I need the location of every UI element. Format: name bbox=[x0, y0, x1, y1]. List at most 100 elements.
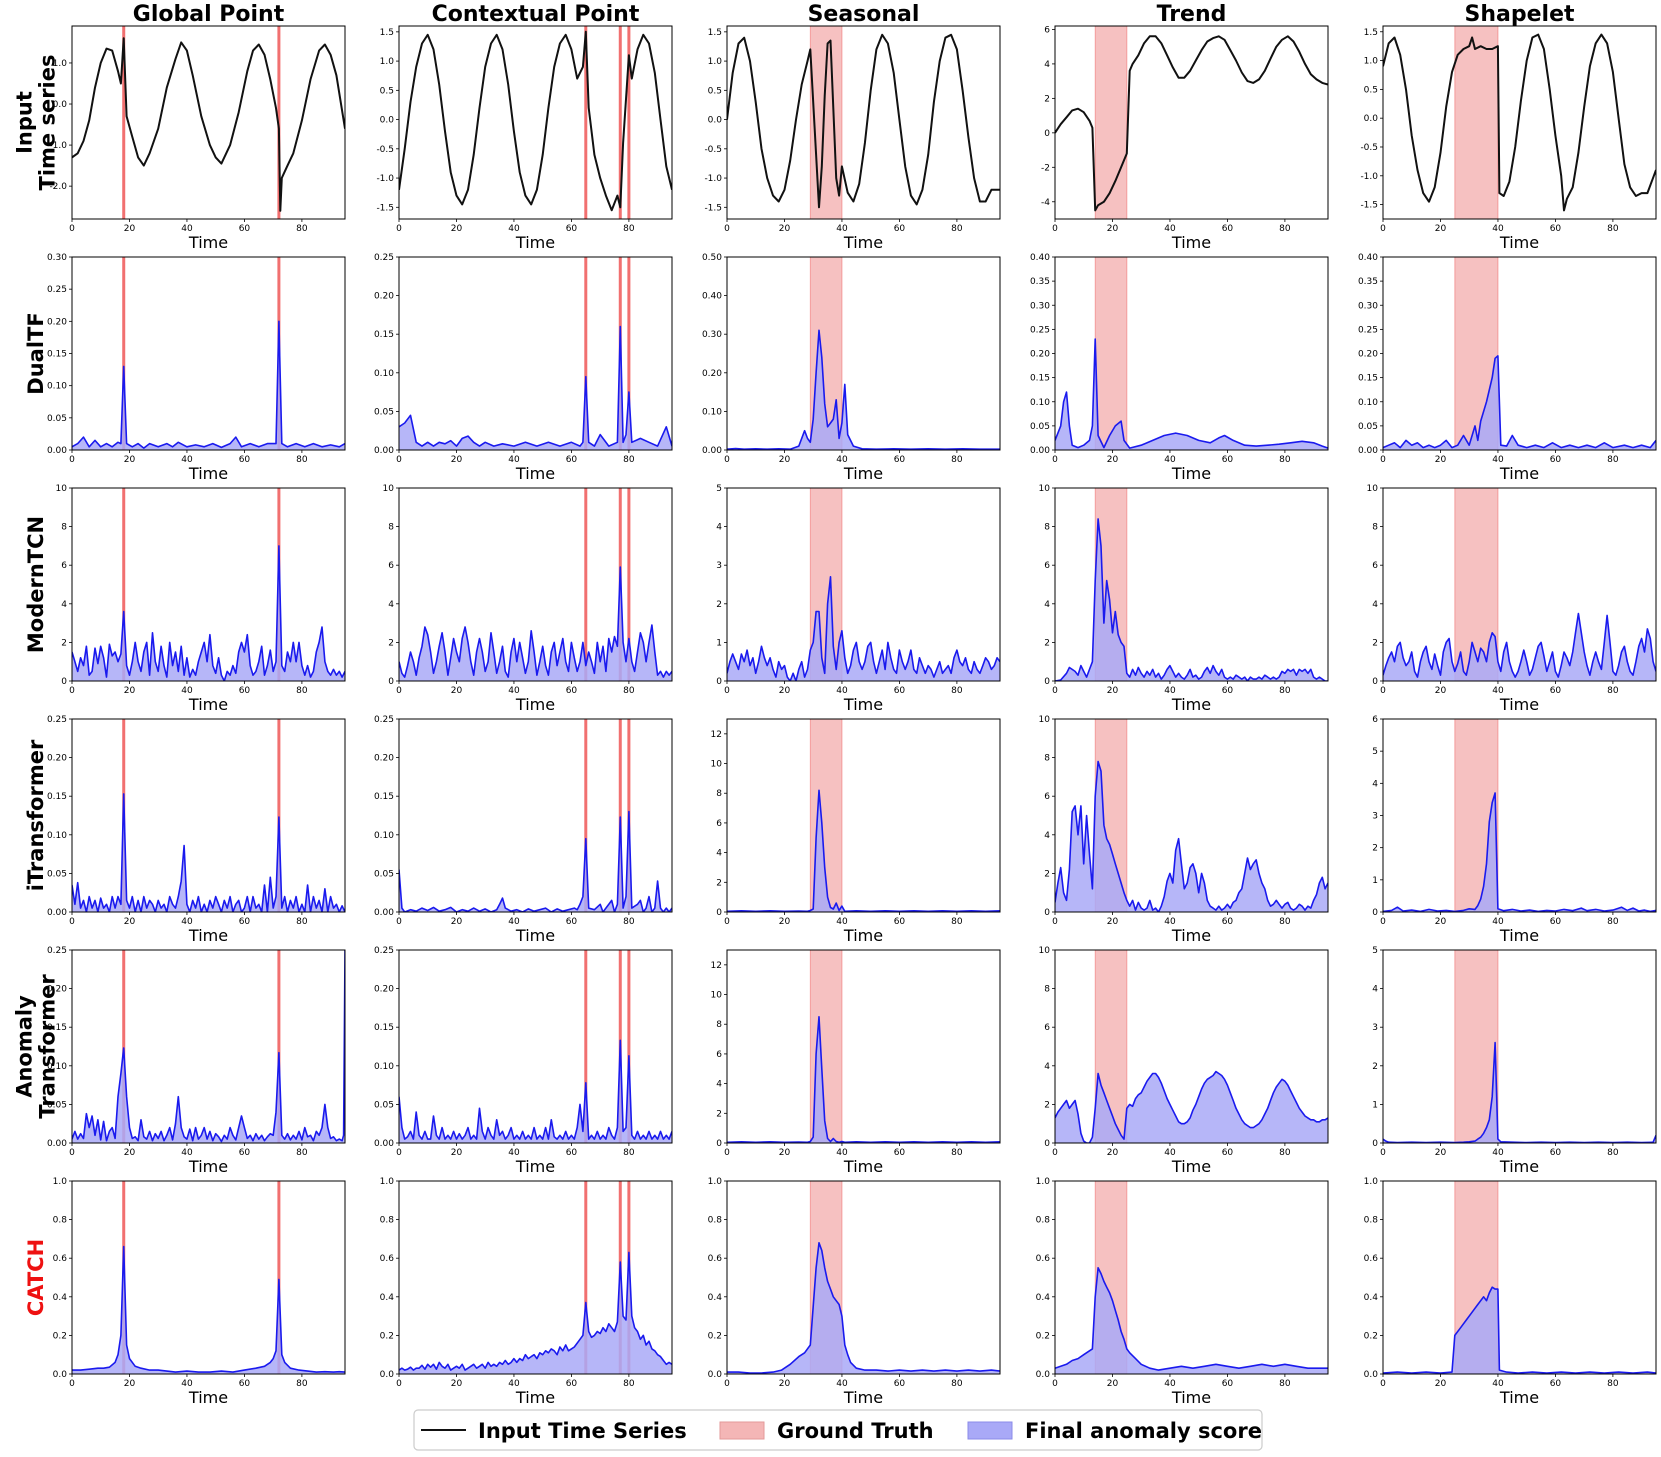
x-tick-label: 80 bbox=[1607, 224, 1619, 234]
score-area bbox=[1055, 1071, 1328, 1143]
x-tick-label: 20 bbox=[451, 455, 463, 465]
x-tick-label: 40 bbox=[1492, 686, 1504, 696]
axes-frame bbox=[1054, 949, 1329, 1144]
y-tick-label: 0.10 bbox=[702, 407, 722, 417]
row-label: iTransformer bbox=[24, 739, 48, 891]
plot-area bbox=[399, 950, 672, 1143]
row-label: Anomaly bbox=[13, 995, 37, 1098]
panel-5-1: 0.0 0.2 0.4 0.6 0.8 1.0 0 20 40 60 80 Time bbox=[380, 1177, 673, 1407]
x-tick-label: 0 bbox=[396, 1379, 402, 1389]
x-tick-label: 60 bbox=[894, 455, 906, 465]
y-tick-label: -1.0 bbox=[704, 174, 722, 184]
legend-truth-label: Ground Truth bbox=[777, 1419, 934, 1443]
y-tick-label: 4 bbox=[388, 600, 394, 610]
y-tick-label: 0.00 bbox=[374, 1139, 394, 1149]
axes-frame bbox=[71, 1180, 346, 1375]
panel-2-3: 0 2 4 6 8 10 0 20 40 60 80 Time bbox=[1039, 484, 1329, 714]
y-tick-label: 0.15 bbox=[47, 350, 67, 360]
row-label: CATCH bbox=[24, 1239, 48, 1316]
y-tick-label: 0.50 bbox=[702, 253, 722, 263]
x-tick-label: 40 bbox=[181, 1148, 193, 1158]
x-axis-label: Time bbox=[1171, 1388, 1211, 1407]
y-tick-label: 10 bbox=[383, 484, 395, 494]
y-tick-label: 0.0 bbox=[1036, 1370, 1051, 1380]
y-tick-label: 1.0 bbox=[380, 1177, 395, 1187]
y-tick-label: 0.8 bbox=[380, 1216, 395, 1226]
x-tick-label: 20 bbox=[779, 1379, 791, 1389]
row-label: ModernTCN bbox=[24, 516, 48, 653]
x-tick-label: 40 bbox=[508, 1148, 520, 1158]
plot-area bbox=[1383, 1181, 1656, 1374]
x-axis-label: Time bbox=[1499, 926, 1539, 945]
x-axis-label: Time bbox=[1499, 464, 1539, 483]
x-axis-label: Time bbox=[515, 1388, 555, 1407]
x-tick-label: 0 bbox=[396, 224, 402, 234]
x-tick-label: 40 bbox=[1492, 224, 1504, 234]
y-tick-label: 10 bbox=[1367, 484, 1379, 494]
y-tick-label: 3 bbox=[716, 561, 722, 571]
y-tick-label: 0.25 bbox=[374, 253, 394, 263]
x-axis-label: Time bbox=[188, 233, 228, 252]
score-line bbox=[1055, 1267, 1328, 1371]
score-line bbox=[1055, 518, 1328, 681]
y-tick-label: 8 bbox=[1044, 985, 1050, 995]
plot-area bbox=[1055, 488, 1328, 681]
x-tick-label: 20 bbox=[124, 686, 136, 696]
score-area bbox=[727, 790, 1000, 912]
x-tick-label: 0 bbox=[724, 224, 730, 234]
y-tick-label: 1.5 bbox=[380, 28, 394, 38]
y-tick-label: 0.10 bbox=[1358, 398, 1378, 408]
y-tick-label: 0.20 bbox=[47, 317, 67, 327]
plot-area bbox=[727, 488, 1000, 681]
x-axis-label: Time bbox=[1499, 695, 1539, 714]
x-tick-label: 80 bbox=[1279, 686, 1291, 696]
y-tick-label: 0.05 bbox=[374, 869, 394, 879]
y-tick-label: 0.20 bbox=[374, 292, 394, 302]
y-tick-label: -2.0 bbox=[49, 182, 67, 192]
x-tick-label: 40 bbox=[181, 686, 193, 696]
plot-area bbox=[727, 26, 1000, 219]
y-tick-label: 0 bbox=[1372, 1139, 1378, 1149]
score-area bbox=[1383, 793, 1656, 912]
row-label: Transformer bbox=[36, 974, 60, 1119]
axes-frame bbox=[726, 256, 1001, 451]
plot-area bbox=[727, 719, 1000, 912]
plot-area bbox=[1383, 950, 1656, 1143]
x-tick-label: 0 bbox=[1380, 455, 1386, 465]
score-line bbox=[399, 1251, 672, 1371]
score-line bbox=[1383, 1286, 1656, 1374]
y-tick-label: 4 bbox=[1044, 1062, 1050, 1072]
x-tick-label: 20 bbox=[451, 224, 463, 234]
x-axis-label: Time bbox=[1499, 1157, 1539, 1176]
x-tick-label: 80 bbox=[1607, 686, 1619, 696]
score-area bbox=[1055, 1267, 1328, 1374]
y-tick-label: 0.20 bbox=[47, 754, 67, 764]
panel-3-0: 0.00 0.05 0.10 0.15 0.20 0.25 0 20 40 60 80 Time bbox=[47, 715, 346, 945]
score-area bbox=[1383, 613, 1656, 681]
y-tick-label: 0.35 bbox=[1030, 277, 1050, 287]
x-axis-label: Time bbox=[515, 926, 555, 945]
y-tick-label: 10 bbox=[56, 484, 68, 494]
plot-area bbox=[1055, 257, 1328, 450]
y-tick-label: 0.8 bbox=[53, 1216, 68, 1226]
x-tick-label: 40 bbox=[181, 917, 193, 927]
y-tick-label: 0.0 bbox=[708, 116, 723, 126]
y-tick-label: 8 bbox=[716, 1020, 722, 1030]
y-tick-label: 0.30 bbox=[702, 330, 722, 340]
score-area bbox=[399, 567, 672, 681]
x-tick-label: 20 bbox=[1435, 1148, 1447, 1158]
x-axis-label: Time bbox=[188, 926, 228, 945]
x-tick-label: 40 bbox=[1492, 455, 1504, 465]
ground-truth-range bbox=[1094, 26, 1128, 219]
y-tick-label: 0 bbox=[716, 1139, 722, 1149]
x-tick-label: 0 bbox=[69, 686, 75, 696]
y-tick-label: 0.20 bbox=[1358, 350, 1378, 360]
axes-frame bbox=[71, 949, 346, 1144]
y-tick-label: 0.4 bbox=[1036, 1293, 1051, 1303]
x-tick-label: 20 bbox=[1435, 224, 1447, 234]
x-tick-label: 20 bbox=[451, 1379, 463, 1389]
y-tick-label: -1.0 bbox=[376, 174, 394, 184]
y-tick-label: 1.0 bbox=[1036, 1177, 1051, 1187]
x-tick-label: 20 bbox=[124, 455, 136, 465]
